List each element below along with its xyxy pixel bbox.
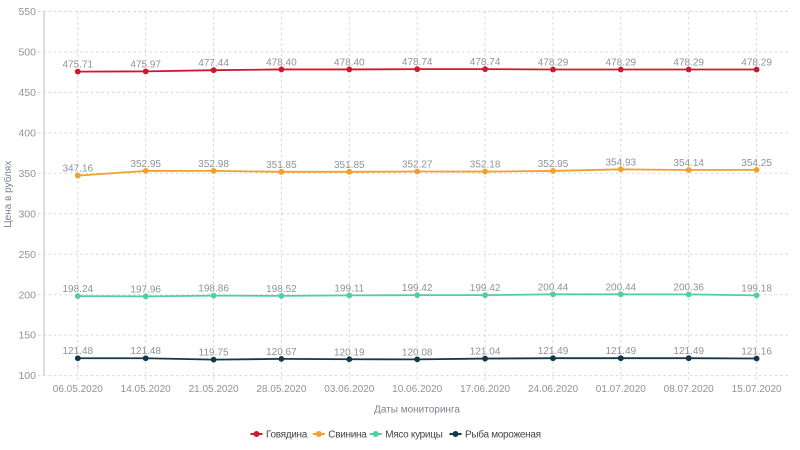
svg-text:10.06.2020: 10.06.2020 bbox=[392, 384, 442, 395]
svg-text:354.14: 354.14 bbox=[673, 158, 704, 169]
svg-text:199.42: 199.42 bbox=[402, 283, 433, 294]
svg-text:Мясо курицы: Мясо курицы bbox=[385, 430, 442, 441]
svg-text:352.95: 352.95 bbox=[538, 159, 569, 170]
svg-text:Рыба мороженая: Рыба мороженая bbox=[465, 429, 541, 441]
svg-text:477.44: 477.44 bbox=[198, 58, 229, 69]
svg-text:354.25: 354.25 bbox=[741, 158, 772, 169]
svg-text:198.86: 198.86 bbox=[198, 284, 229, 295]
svg-text:550: 550 bbox=[18, 6, 36, 18]
svg-text:121.48: 121.48 bbox=[63, 346, 94, 357]
svg-text:120.67: 120.67 bbox=[266, 347, 297, 358]
svg-text:200.44: 200.44 bbox=[606, 282, 637, 293]
svg-text:352.98: 352.98 bbox=[198, 159, 229, 170]
svg-text:120.08: 120.08 bbox=[402, 347, 433, 358]
svg-text:200: 200 bbox=[18, 289, 36, 301]
svg-text:478.40: 478.40 bbox=[334, 57, 365, 68]
svg-text:198.24: 198.24 bbox=[63, 284, 94, 295]
svg-text:475.71: 475.71 bbox=[63, 60, 94, 71]
svg-text:200.44: 200.44 bbox=[538, 282, 569, 293]
svg-text:351.85: 351.85 bbox=[334, 160, 365, 171]
svg-text:121.49: 121.49 bbox=[606, 346, 637, 357]
svg-text:250: 250 bbox=[18, 249, 36, 261]
svg-text:478.29: 478.29 bbox=[673, 58, 704, 69]
svg-text:475.97: 475.97 bbox=[130, 59, 161, 70]
svg-text:478.29: 478.29 bbox=[538, 58, 569, 69]
svg-text:08.07.2020: 08.07.2020 bbox=[664, 384, 714, 395]
svg-text:478.29: 478.29 bbox=[741, 58, 772, 69]
svg-text:14.05.2020: 14.05.2020 bbox=[121, 384, 171, 395]
svg-text:06.05.2020: 06.05.2020 bbox=[53, 384, 103, 395]
svg-text:199.11: 199.11 bbox=[334, 283, 364, 294]
svg-text:24.06.2020: 24.06.2020 bbox=[528, 384, 578, 395]
svg-text:17.06.2020: 17.06.2020 bbox=[460, 384, 510, 395]
svg-text:Свинина: Свинина bbox=[328, 430, 367, 441]
svg-text:354.93: 354.93 bbox=[606, 157, 637, 168]
svg-text:121.48: 121.48 bbox=[130, 346, 161, 357]
svg-text:478.29: 478.29 bbox=[606, 58, 637, 69]
svg-text:121.49: 121.49 bbox=[673, 346, 704, 357]
svg-text:15.07.2020: 15.07.2020 bbox=[732, 384, 782, 395]
svg-text:347.16: 347.16 bbox=[63, 164, 94, 175]
svg-text:478.40: 478.40 bbox=[266, 57, 297, 68]
svg-text:Даты мониторинга: Даты мониторинга bbox=[374, 405, 460, 416]
svg-text:500: 500 bbox=[18, 47, 36, 59]
svg-text:450: 450 bbox=[18, 87, 36, 99]
svg-text:121.49: 121.49 bbox=[538, 346, 569, 357]
svg-text:150: 150 bbox=[18, 330, 36, 342]
svg-text:478.74: 478.74 bbox=[470, 57, 501, 68]
svg-text:300: 300 bbox=[18, 208, 36, 220]
svg-text:21.05.2020: 21.05.2020 bbox=[189, 384, 239, 395]
svg-text:197.96: 197.96 bbox=[130, 284, 161, 295]
svg-text:120.19: 120.19 bbox=[334, 347, 365, 358]
svg-text:200.36: 200.36 bbox=[673, 282, 704, 293]
svg-text:199.18: 199.18 bbox=[741, 283, 772, 294]
svg-text:351.85: 351.85 bbox=[266, 160, 297, 171]
svg-text:Говядина: Говядина bbox=[266, 430, 308, 441]
svg-text:01.07.2020: 01.07.2020 bbox=[596, 384, 646, 395]
svg-text:352.27: 352.27 bbox=[402, 159, 433, 170]
svg-text:478.74: 478.74 bbox=[402, 57, 433, 68]
svg-text:100: 100 bbox=[18, 370, 36, 382]
svg-text:198.52: 198.52 bbox=[266, 284, 297, 295]
svg-text:350: 350 bbox=[18, 168, 36, 180]
svg-text:Цена в рублях: Цена в рублях bbox=[2, 161, 14, 228]
svg-text:352.95: 352.95 bbox=[130, 159, 161, 170]
svg-text:199.42: 199.42 bbox=[470, 283, 501, 294]
svg-text:352.18: 352.18 bbox=[470, 160, 501, 171]
svg-text:121.16: 121.16 bbox=[741, 346, 772, 357]
svg-text:28.05.2020: 28.05.2020 bbox=[256, 384, 306, 395]
svg-text:121.04: 121.04 bbox=[470, 347, 501, 358]
svg-text:03.06.2020: 03.06.2020 bbox=[324, 384, 374, 395]
svg-text:119.75: 119.75 bbox=[199, 348, 229, 359]
svg-text:400: 400 bbox=[18, 128, 36, 140]
